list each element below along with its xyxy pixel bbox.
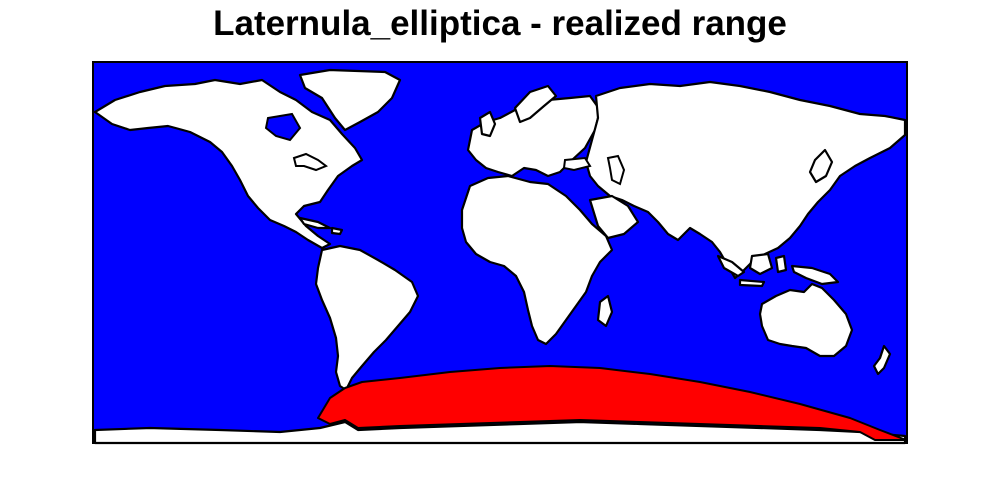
greenland <box>298 68 402 132</box>
arabian-peninsula <box>588 194 640 240</box>
japan <box>808 148 834 184</box>
hudson-bay <box>264 112 302 142</box>
british-isles <box>478 110 497 138</box>
borneo <box>748 252 774 276</box>
great-lakes <box>292 152 329 172</box>
realized-range <box>317 365 907 441</box>
new-zealand <box>872 344 892 376</box>
new-guinea <box>790 264 840 286</box>
hispaniola <box>330 226 344 236</box>
black-sea <box>562 156 592 172</box>
java <box>738 278 766 288</box>
sumatra <box>716 254 746 278</box>
africa <box>460 174 614 346</box>
antarctica <box>93 420 907 445</box>
map-title: Laternula_elliptica - realized range <box>213 4 787 43</box>
asia <box>584 80 907 280</box>
scandinavia <box>513 84 558 124</box>
caspian-sea <box>606 154 626 186</box>
south-america <box>314 244 420 392</box>
land-masses <box>93 68 907 445</box>
cuba <box>298 216 332 230</box>
sulawesi <box>774 254 788 274</box>
australia <box>758 282 854 358</box>
madagascar <box>596 294 614 328</box>
